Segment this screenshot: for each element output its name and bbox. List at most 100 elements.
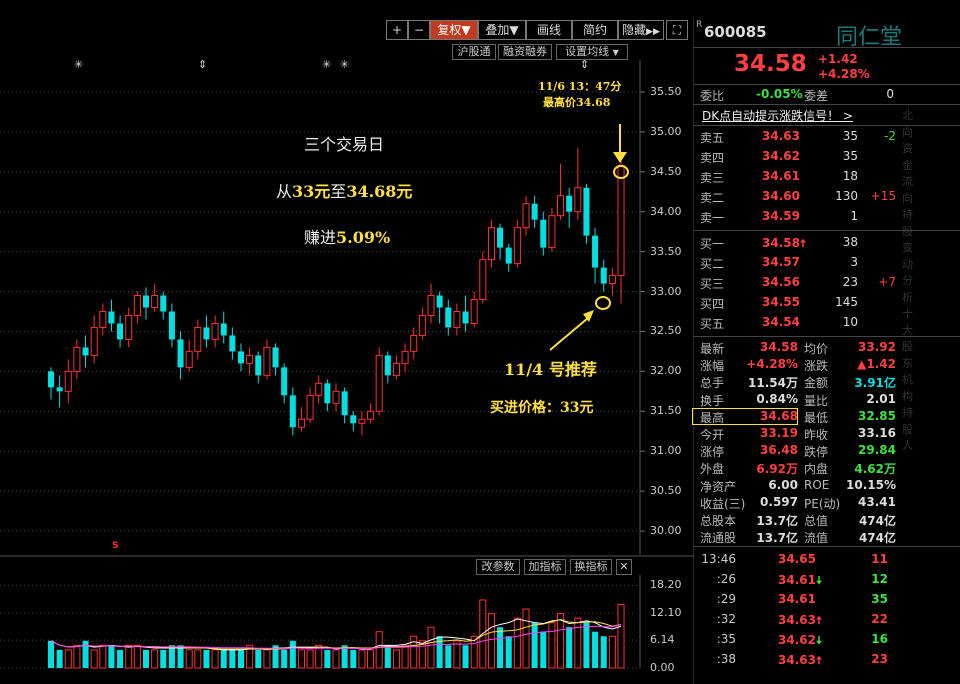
highlight-box (692, 408, 798, 425)
stat-label: 昨收 (804, 428, 829, 442)
volume-bar (315, 644, 323, 669)
event-updown-icon[interactable]: ⇕ (580, 58, 590, 71)
stat-value: 10.15% (846, 477, 896, 492)
volume-bar (617, 603, 625, 669)
price-tick-label: 30.50 (650, 484, 682, 498)
volume-bar (470, 635, 478, 669)
volume-bar (142, 649, 150, 668)
volume-bar (168, 645, 175, 668)
dk-signal-link[interactable]: DK点自动提示涨跌信号！ > (702, 109, 854, 123)
volume-bar (462, 645, 469, 668)
event-updown-icon[interactable]: ⇕ (198, 58, 208, 71)
fullscreen-icon[interactable]: ⛶ (666, 20, 688, 40)
stat-value: 13.7亿 (756, 514, 798, 528)
candle-body (445, 307, 452, 328)
side-strip: 北向资金流向持股变动分析十大股东机构持股人 (902, 108, 916, 455)
volume-bar (220, 649, 227, 668)
side-strip-char: 构 (902, 389, 913, 403)
orderbook-label: 卖三 (700, 171, 725, 185)
side-strip-char: 持 (902, 406, 913, 419)
orderbook-price: 34.58🠅 (762, 236, 806, 250)
jianyue-button[interactable]: 简约 (572, 20, 618, 40)
event-star-icon[interactable]: ✳ (322, 58, 332, 71)
candle-body (125, 314, 133, 340)
candle-body (427, 295, 435, 316)
price-tick-label: 32.00 (650, 364, 682, 378)
set-ma-button[interactable]: 设置均线 ▼ (556, 44, 628, 60)
stat-label: 涨停 (700, 445, 725, 460)
change-params-button[interactable]: 改参数 (476, 559, 520, 575)
event-star-icon[interactable]: ✳ (74, 58, 84, 71)
side-strip-char: 动 (902, 257, 913, 271)
volume-bar (574, 617, 582, 669)
annotation-line3: 赚进5.09% (304, 228, 391, 247)
tick-volume: 23 (871, 652, 888, 666)
candle-body (418, 314, 426, 336)
price-tick-label: 34.00 (650, 204, 682, 218)
tick-time: :38 (716, 652, 736, 666)
candle-body (220, 323, 227, 336)
stat-label: 最低 (804, 410, 829, 425)
stat-label: 最新 (700, 342, 725, 356)
candle-body (462, 311, 469, 324)
candle-body (505, 247, 512, 264)
tick-time: 13:46 (701, 552, 736, 566)
add-indicator-button[interactable]: 加指标 (524, 559, 566, 575)
rongzi-button[interactable]: 融资融券 (498, 44, 552, 60)
volume-bar (505, 636, 512, 668)
candle-body (513, 227, 521, 265)
stat-label: ROE (804, 477, 830, 492)
orderbook-price: 34.60 (762, 189, 800, 203)
switch-indicator-button[interactable]: 换指标 (570, 559, 612, 575)
volume-bar (289, 640, 296, 668)
annotation-line1: 三个交易日 (304, 135, 385, 154)
stat-label: 涨幅 (700, 359, 725, 374)
price-tick-label: 35.50 (650, 84, 682, 98)
fuquan-button[interactable]: 复权▼ (430, 20, 478, 40)
annotation-line2: 从33元至34.68元 (276, 182, 413, 201)
stat-value: 0.84% (756, 391, 798, 406)
stat-value: 13.7亿 (756, 531, 798, 546)
yincang-button[interactable]: 隐藏▶▶ (618, 20, 664, 40)
candle-body (350, 415, 357, 424)
price-gridlines (0, 91, 645, 532)
weicha-value: 0 (886, 87, 894, 101)
candle-body (108, 311, 115, 324)
orderbook-price: 34.57 (762, 255, 800, 269)
zoom-in-button[interactable]: + (386, 20, 408, 40)
zoom-out-button[interactable]: − (408, 20, 430, 40)
candle-body (358, 418, 366, 424)
candle-body (557, 195, 565, 217)
candle-body (332, 390, 340, 404)
orderbook-label: 买三 (700, 277, 725, 291)
stat-value: 2.01 (866, 391, 896, 406)
event-star-icon[interactable]: ✳ (340, 58, 350, 71)
volume-bar (410, 635, 418, 669)
candle-body (436, 295, 443, 308)
hugutong-button[interactable]: 沪股通 (452, 44, 496, 60)
chevron-down-icon: ▼ (612, 48, 619, 57)
diejia-button[interactable]: 叠加▼ (478, 20, 526, 40)
volume-bar (427, 626, 435, 669)
side-strip-char: 分 (902, 274, 913, 287)
up-arrow-icon: 🠅 (799, 237, 806, 250)
volume-bar (392, 649, 400, 669)
close-icon[interactable]: ✕ (616, 559, 632, 575)
price-tick-label: 31.00 (650, 444, 682, 458)
stat-value: 4.62万 (854, 462, 896, 477)
tick-time: :32 (716, 612, 736, 626)
volume-bar (375, 631, 383, 669)
candle-body (281, 367, 288, 396)
chevron-down-icon: ▼ (461, 23, 471, 37)
side-strip-char: 金 (902, 158, 913, 172)
huaxian-button[interactable]: 画线 (526, 20, 572, 40)
side-strip-char: 北 (902, 109, 913, 122)
tick-volume: 35 (871, 592, 888, 606)
orderbook-volume: 1 (850, 209, 858, 223)
orderbook-label: 卖四 (700, 151, 725, 165)
candle-body (160, 295, 167, 312)
up-arrow-icon: 🠅 (815, 654, 822, 667)
stat-value: 474亿 (858, 514, 896, 528)
volume-bar (237, 649, 245, 668)
stat-label: 涨跌 (804, 359, 829, 374)
